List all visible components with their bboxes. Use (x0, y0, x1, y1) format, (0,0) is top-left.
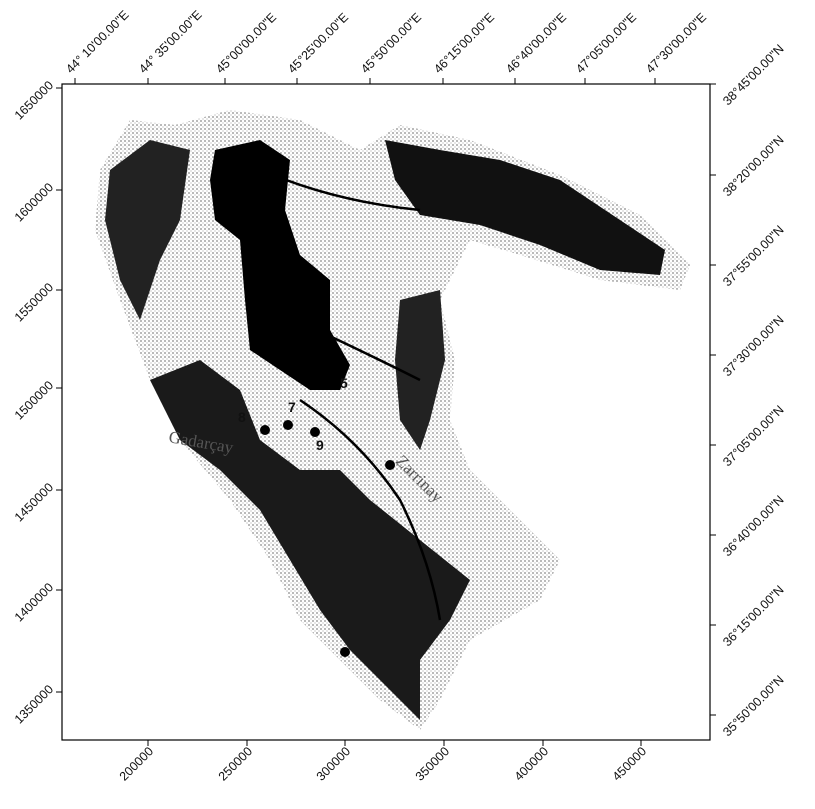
latitude-label: 36°15'00.00"N (720, 583, 786, 649)
easting-label: 350000 (413, 744, 452, 783)
easting-label: 400000 (512, 744, 551, 783)
map-label: 5 (340, 375, 348, 391)
longitude-label: 47°05'00.00"E (573, 10, 639, 76)
northing-label: 1600000 (12, 180, 56, 224)
longitude-label: 44° 35'00.00"E (136, 8, 204, 76)
latitude-label: 37°55'00.00"N (720, 223, 786, 289)
longitude-label: 44° 10'00.00"E (63, 8, 131, 76)
longitude-label: 46°15'00.00"E (431, 10, 497, 76)
longitude-label: 47°30'00.00"E (643, 10, 709, 76)
map-label: 9 (316, 437, 324, 453)
northing-label: 1450000 (12, 480, 56, 524)
northing-label: 1350000 (12, 682, 56, 726)
latitude-label: 38°20'00.00"N (720, 133, 786, 199)
northing-label: 1550000 (12, 280, 56, 324)
map-label: 8 (238, 409, 246, 425)
map-label: 7 (288, 399, 296, 415)
longitude-label: 46°40'00.00"E (503, 10, 569, 76)
easting-label: 250000 (216, 744, 255, 783)
easting-label: 300000 (314, 744, 353, 783)
latitude-label: 36°40'00.00"N (720, 493, 786, 559)
northing-label: 1500000 (12, 378, 56, 422)
longitude-label: 45°25'00.00"E (285, 10, 351, 76)
longitude-label: 45°50'00.00"E (358, 10, 424, 76)
easting-label: 450000 (610, 744, 649, 783)
latitude-label: 37°30'00.00"N (720, 313, 786, 379)
latitude-label: 37°05'00.00"N (720, 403, 786, 469)
map-figure: 44° 10'00.00"E44° 35'00.00"E45°00'00.00"… (0, 0, 815, 804)
longitude-label: 45°00'00.00"E (213, 10, 279, 76)
easting-label: 200000 (117, 744, 156, 783)
latitude-label: 38°45'00.00"N (720, 42, 786, 108)
northing-label: 1650000 (12, 78, 56, 122)
latitude-label: 35°50'00.00"N (720, 673, 786, 739)
northing-label: 1400000 (12, 580, 56, 624)
